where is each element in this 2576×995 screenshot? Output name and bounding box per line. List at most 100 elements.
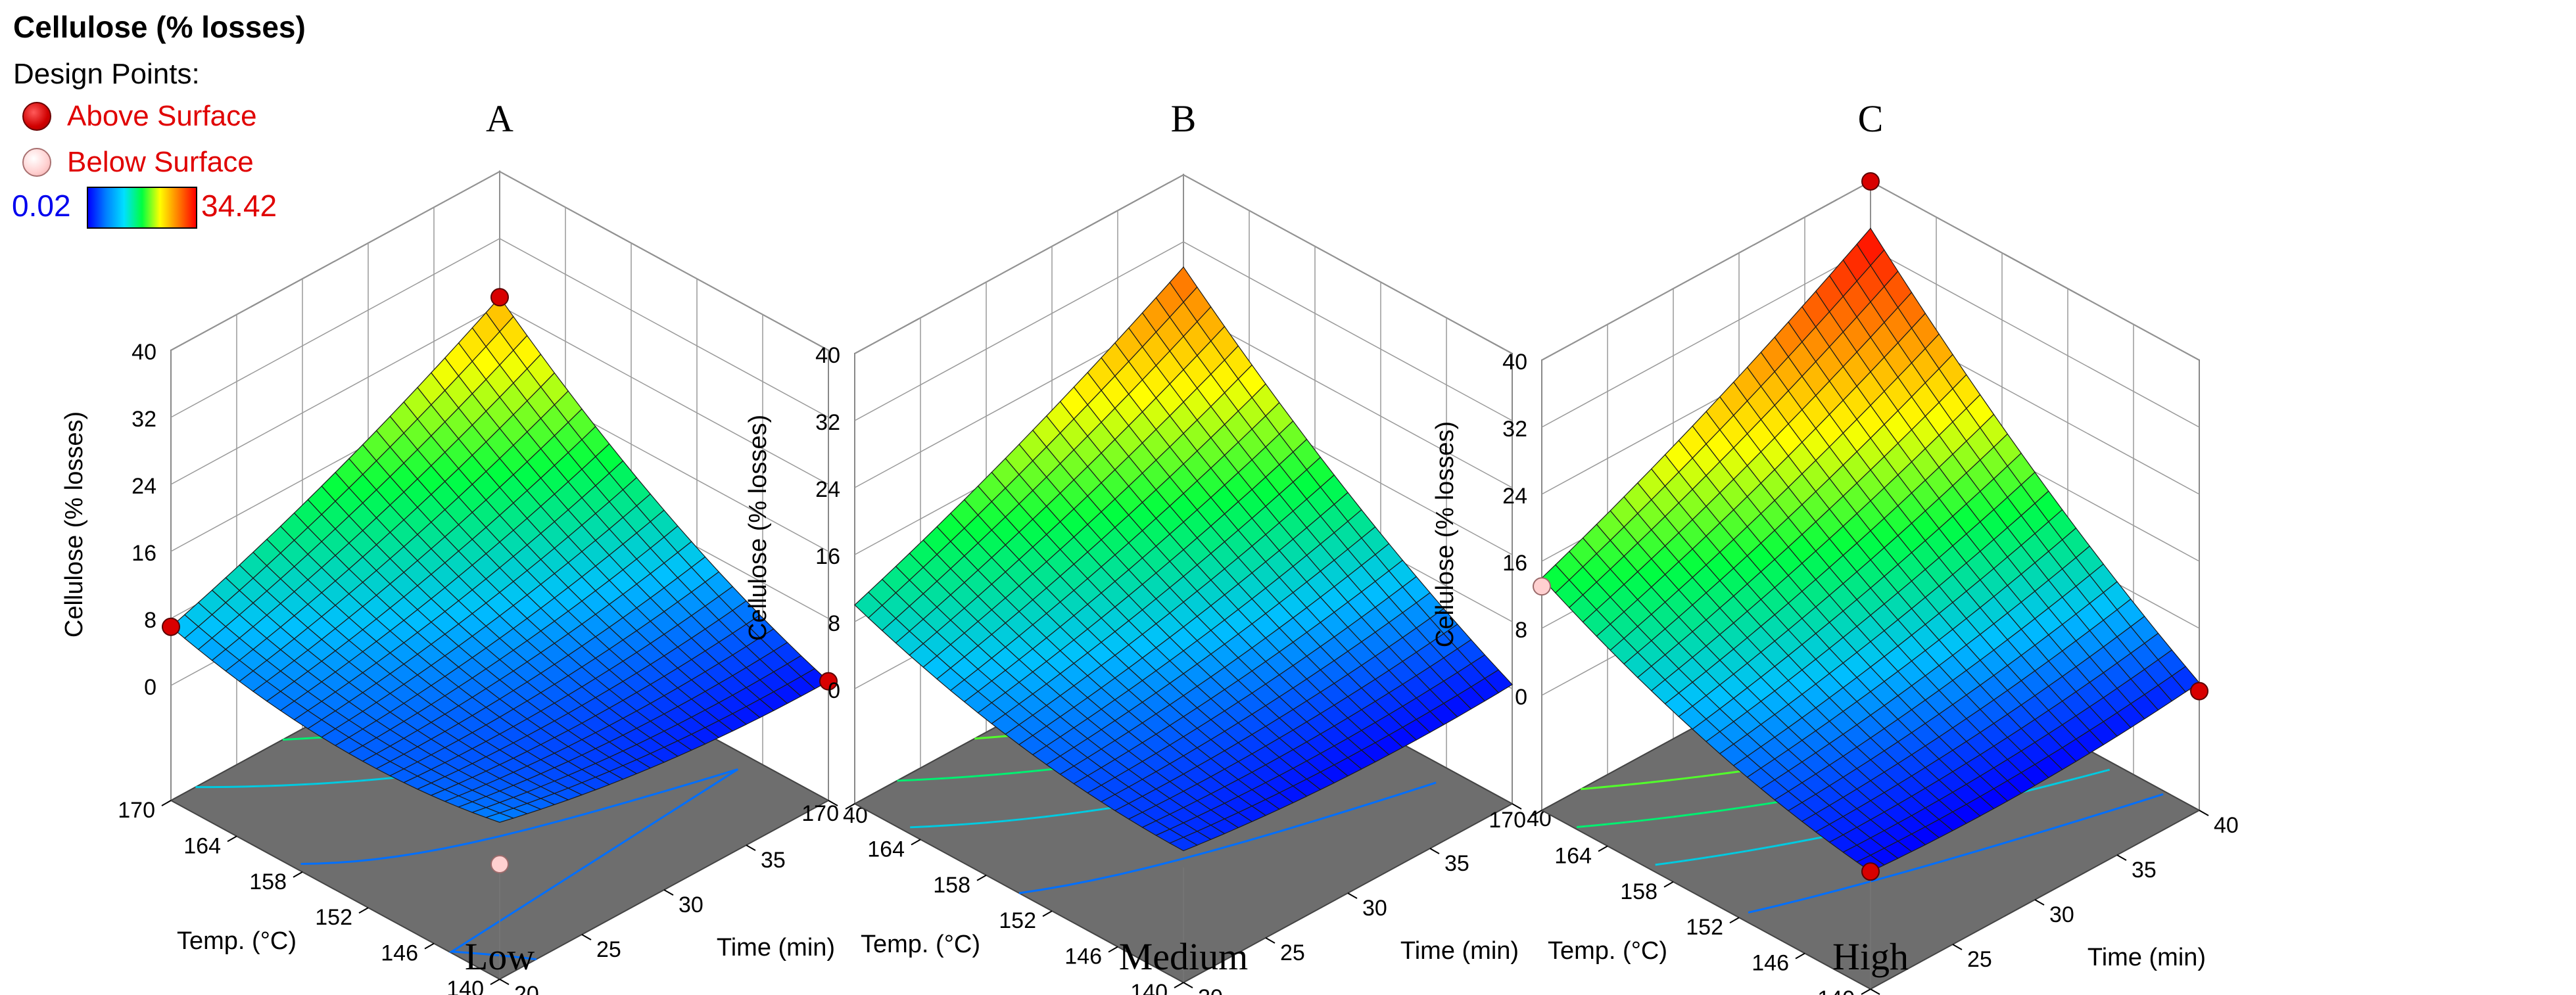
panel-caption: Medium bbox=[1119, 935, 1249, 978]
y-tick-label: 30 bbox=[679, 892, 704, 917]
z-axis-title: Cellulose (% losses) bbox=[744, 415, 772, 641]
x-tick bbox=[911, 839, 921, 846]
z-tick-label: 32 bbox=[815, 410, 840, 435]
wall-grid-line bbox=[170, 171, 829, 351]
x-tick-label: 140 bbox=[1130, 980, 1168, 995]
wall-grid-line bbox=[854, 241, 1513, 421]
wall-grid-line bbox=[854, 174, 1513, 354]
contour-line bbox=[300, 768, 738, 961]
z-tick-label: 16 bbox=[131, 541, 156, 566]
z-tick-label: 24 bbox=[131, 474, 156, 499]
y-tick bbox=[1347, 892, 1358, 899]
legend-title: Cellulose (% losses) bbox=[13, 10, 306, 44]
z-tick-label: 32 bbox=[131, 407, 156, 432]
x-tick bbox=[1042, 910, 1053, 917]
x-tick bbox=[976, 874, 987, 881]
x-tick bbox=[1795, 952, 1805, 960]
y-tick-label: 35 bbox=[2132, 858, 2157, 883]
color-scale-bar bbox=[87, 187, 197, 229]
z-tick-label: 0 bbox=[144, 675, 156, 700]
color-scale-min: 0.02 bbox=[12, 189, 71, 223]
x-tick bbox=[227, 835, 237, 843]
y-tick-label: 20 bbox=[1885, 992, 1910, 995]
design-point-above bbox=[162, 617, 180, 636]
x-tick bbox=[490, 979, 500, 985]
y-tick bbox=[1265, 937, 1276, 944]
y-tick bbox=[828, 800, 838, 806]
z-tick-label: 40 bbox=[1502, 350, 1527, 375]
y-tick-label: 25 bbox=[1967, 947, 1992, 972]
panel-label: A bbox=[486, 97, 513, 140]
z-tick-label: 40 bbox=[815, 343, 840, 368]
color-scale-max: 34.42 bbox=[201, 189, 277, 223]
y-tick bbox=[499, 979, 510, 985]
x-tick-label: 164 bbox=[1554, 843, 1592, 868]
below-surface-icon bbox=[22, 148, 51, 177]
design-point-above bbox=[1861, 862, 1880, 881]
y-tick-label: 35 bbox=[1444, 851, 1469, 876]
y-tick bbox=[2199, 810, 2209, 816]
x-tick bbox=[845, 803, 855, 810]
z-tick-label: 32 bbox=[1502, 417, 1527, 442]
legend-below-label: Below Surface bbox=[67, 146, 254, 178]
contour-line bbox=[1018, 781, 1437, 894]
x-tick bbox=[1174, 982, 1184, 988]
design-point-above bbox=[1861, 172, 1880, 191]
panel-b: 0 8 16 24 32 40 170 164 158 152 146 140 20 25 30 35 40 Te… bbox=[744, 97, 1552, 995]
y-tick-label: 30 bbox=[2049, 902, 2074, 927]
z-tick-label: 16 bbox=[1502, 551, 1527, 576]
y-tick-label: 30 bbox=[1362, 896, 1387, 921]
z-tick-label: 24 bbox=[815, 477, 840, 502]
x-tick-label: 152 bbox=[315, 905, 352, 930]
surface-cell bbox=[1168, 837, 1199, 852]
x-tick bbox=[1729, 917, 1740, 924]
response-surface bbox=[1541, 227, 2200, 872]
panel-caption: High bbox=[1832, 935, 1909, 978]
surface-cell bbox=[485, 812, 515, 823]
x-tick bbox=[161, 800, 172, 806]
y-tick bbox=[746, 845, 756, 851]
panel-label: C bbox=[1858, 97, 1884, 140]
z-tick-label: 8 bbox=[144, 608, 156, 633]
y-axis-title: Time (min) bbox=[717, 934, 835, 961]
z-tick-label: 0 bbox=[828, 678, 840, 703]
z-tick-label: 0 bbox=[1515, 685, 1527, 710]
y-axis-title: Time (min) bbox=[1400, 937, 1519, 965]
x-tick-label: 140 bbox=[1817, 986, 1855, 995]
y-tick bbox=[663, 889, 674, 896]
x-axis-title: Temp. (°C) bbox=[1548, 937, 1667, 965]
panel-label: B bbox=[1171, 97, 1197, 140]
x-tick bbox=[1598, 845, 1608, 852]
z-axis-title: Cellulose (% losses) bbox=[60, 411, 88, 637]
response-surface bbox=[854, 266, 1513, 852]
panel-caption: Low bbox=[465, 935, 535, 978]
z-tick-label: 40 bbox=[131, 340, 156, 365]
y-tick bbox=[581, 934, 592, 940]
legend-subtitle: Design Points: bbox=[13, 58, 200, 90]
legend-below-surface: Below Surface bbox=[22, 146, 254, 179]
x-tick-label: 164 bbox=[183, 833, 221, 858]
design-point-above bbox=[2190, 682, 2208, 701]
x-tick bbox=[1108, 946, 1118, 953]
legend-above-label: Above Surface bbox=[67, 100, 257, 132]
x-tick bbox=[1663, 881, 1674, 888]
x-tick-label: 152 bbox=[999, 908, 1036, 933]
x-tick-label: 158 bbox=[1620, 879, 1658, 904]
x-tick-label: 170 bbox=[1489, 808, 1526, 833]
x-tick-label: 164 bbox=[867, 837, 905, 862]
y-tick-label: 25 bbox=[596, 937, 621, 962]
y-tick bbox=[1870, 988, 1880, 995]
y-tick bbox=[1429, 848, 1440, 854]
z-axis-title: Cellulose (% losses) bbox=[1431, 421, 1459, 647]
y-tick-label: 40 bbox=[2214, 813, 2239, 838]
x-tick bbox=[293, 871, 303, 878]
x-tick-label: 158 bbox=[933, 873, 970, 898]
y-axis-title: Time (min) bbox=[2087, 944, 2206, 971]
panel-c: 0 8 16 24 32 40 170 164 158 152 146 140 20 25 30 35 40 Te… bbox=[1431, 97, 2239, 995]
x-tick-label: 140 bbox=[446, 977, 484, 995]
above-surface-icon bbox=[22, 102, 51, 131]
z-tick-label: 16 bbox=[815, 544, 840, 569]
design-point-above bbox=[819, 672, 838, 691]
y-tick bbox=[2034, 899, 2045, 906]
